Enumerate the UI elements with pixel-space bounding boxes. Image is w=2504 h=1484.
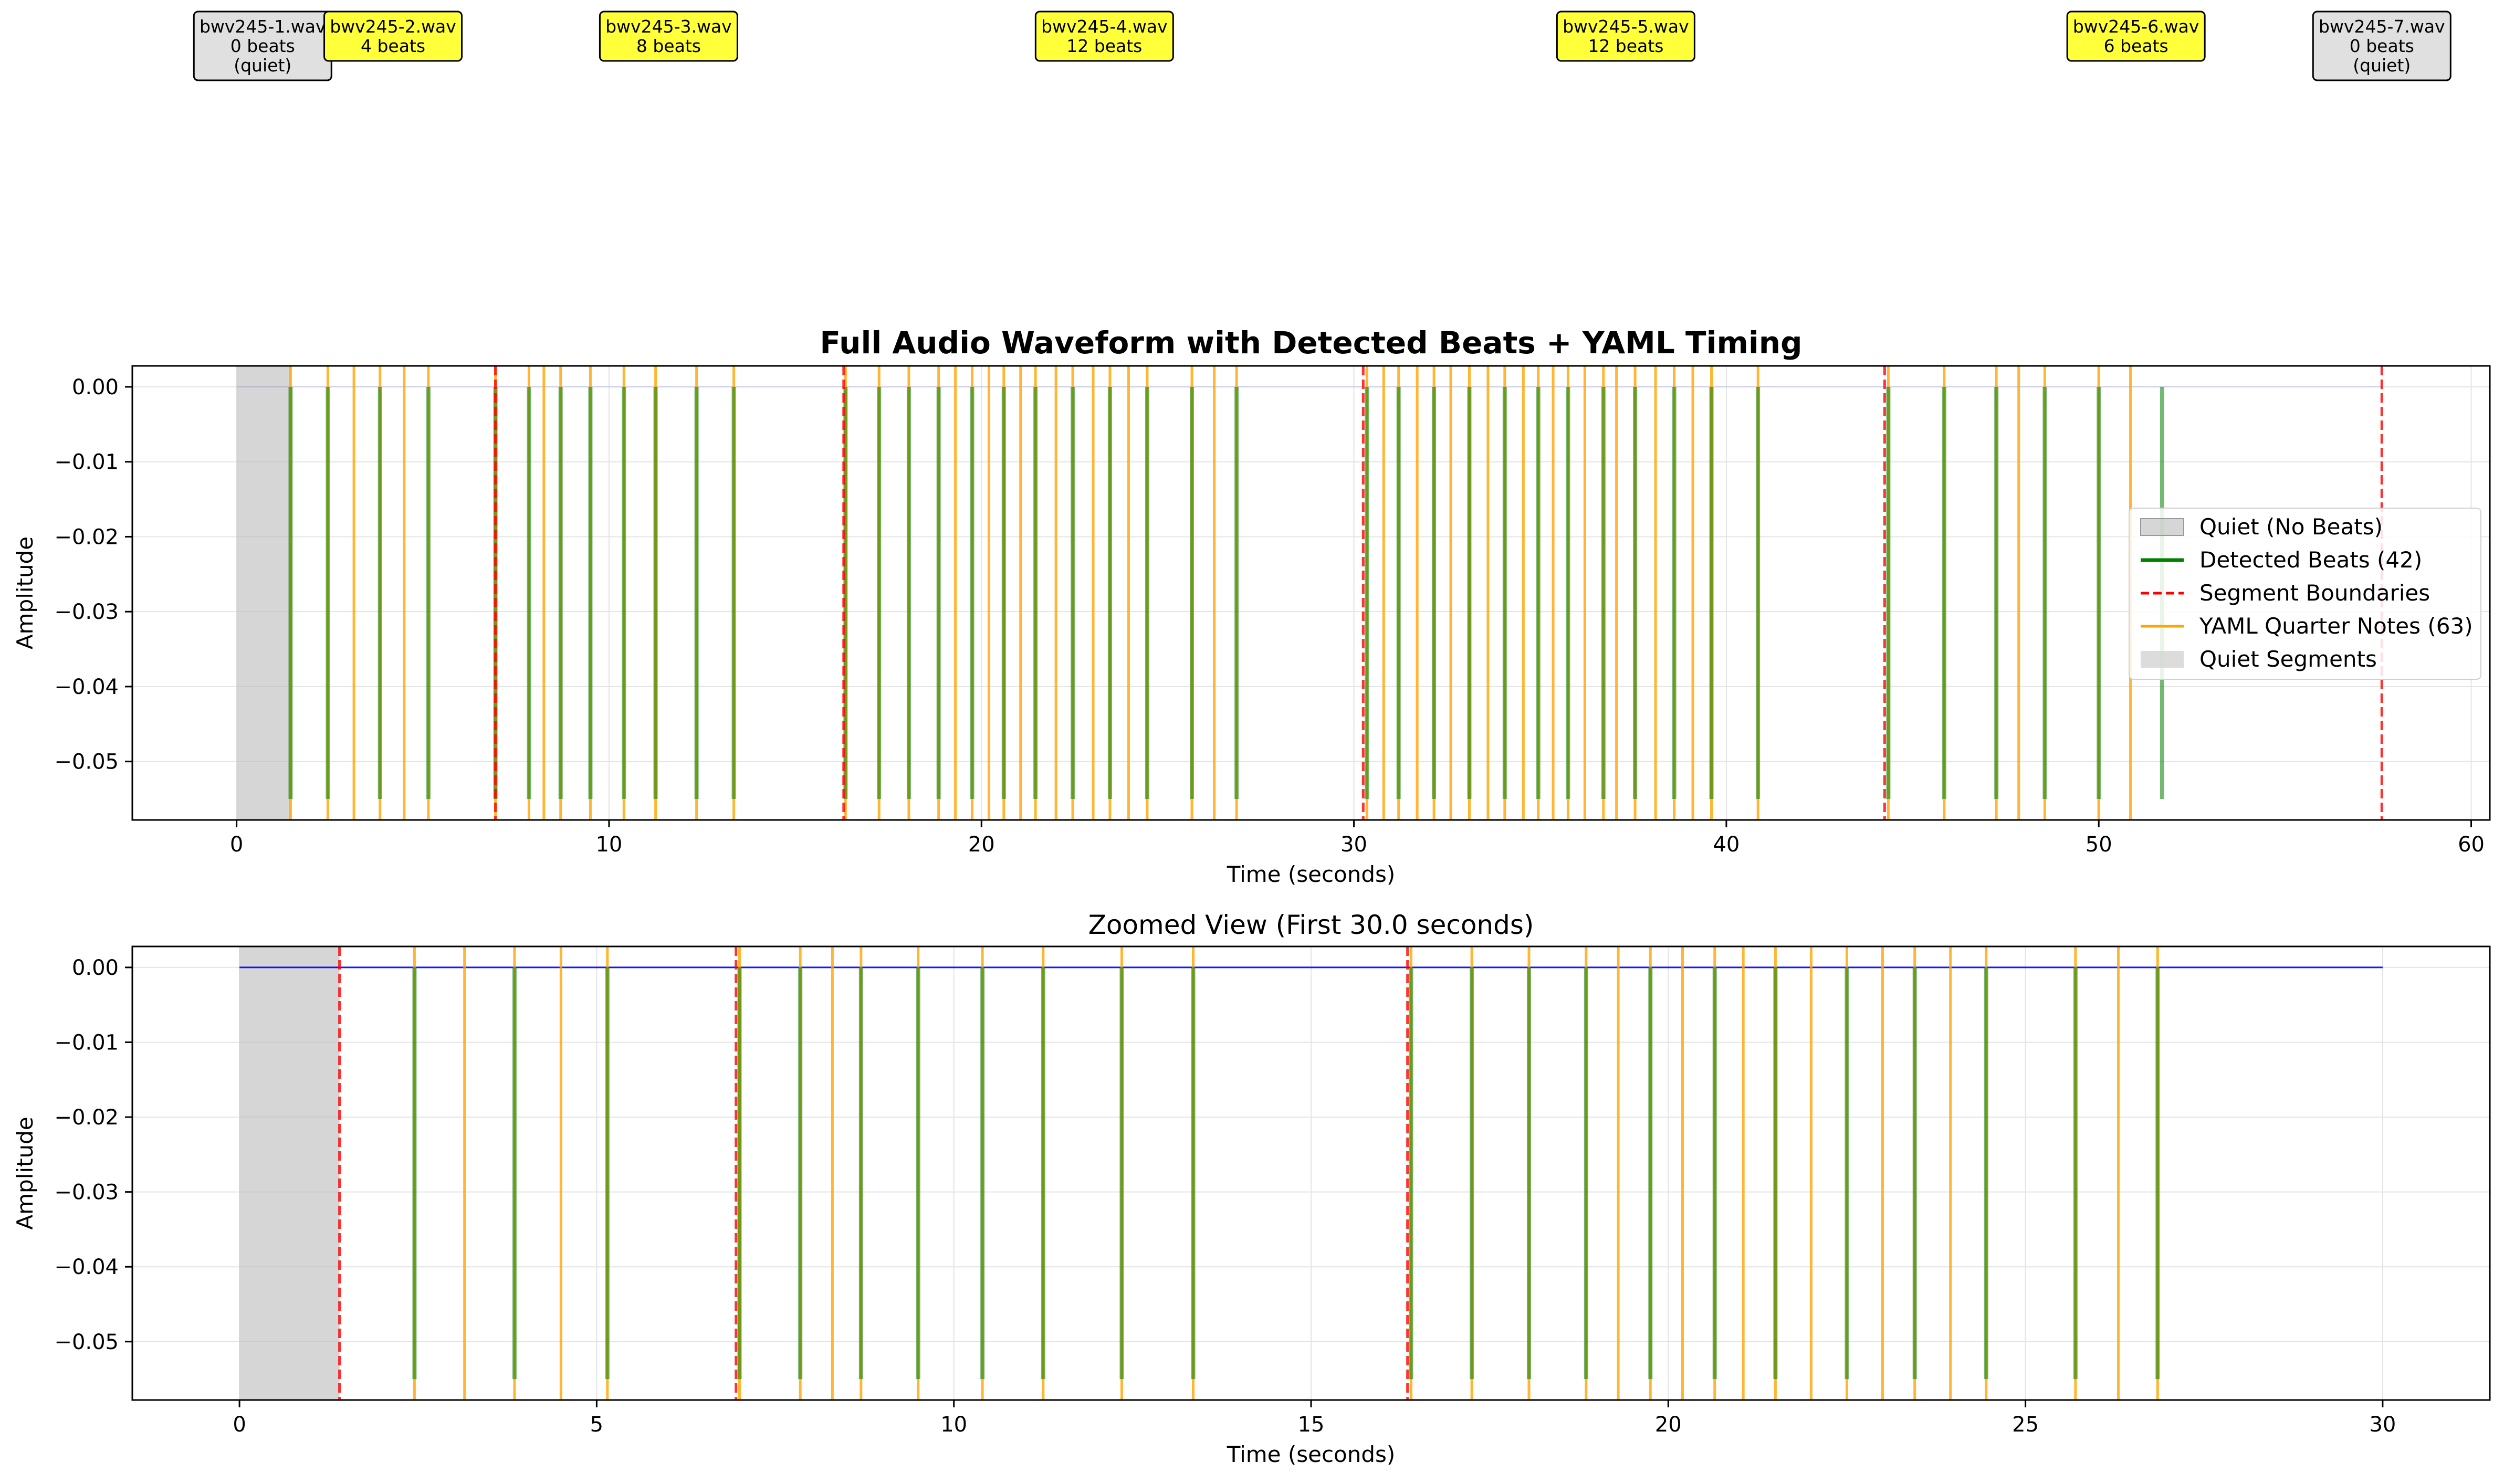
x-tick-label: 30 bbox=[1340, 833, 1367, 857]
plot-frame bbox=[131, 365, 2491, 821]
legend-swatch-quiet-segments bbox=[2141, 651, 2184, 668]
segment-annotation-box bbox=[323, 10, 463, 62]
x-tick-label: 0 bbox=[230, 833, 243, 857]
y-tick-label: −0.02 bbox=[54, 525, 119, 549]
chart-title: Full Audio Waveform with Detected Beats … bbox=[820, 325, 1802, 361]
segment-annotation-text: (quiet) bbox=[234, 55, 291, 76]
y-axis-label: Amplitude bbox=[12, 1117, 38, 1229]
x-tick-label: 5 bbox=[590, 1413, 603, 1437]
legend-entry: Quiet (No Beats) bbox=[2199, 514, 2383, 540]
legend-box bbox=[2129, 508, 2481, 680]
segment-annotation-text: 12 beats bbox=[1588, 36, 1663, 56]
legend-entry: Detected Beats (42) bbox=[2199, 547, 2422, 573]
segment-annotation-text: bwv245-5.wav bbox=[1563, 16, 1689, 37]
segment-annotation-text: 8 beats bbox=[636, 36, 701, 56]
x-tick-label: 10 bbox=[940, 1413, 967, 1437]
x-tick-label: 20 bbox=[968, 833, 995, 857]
segment-annotation-text: bwv245-3.wav bbox=[605, 16, 732, 37]
y-tick-label: −0.01 bbox=[54, 450, 119, 475]
segment-annotation-text: 6 beats bbox=[2104, 36, 2168, 56]
x-tick-label: 25 bbox=[2012, 1413, 2039, 1437]
x-tick-label: 60 bbox=[2458, 833, 2485, 857]
x-axis-label: Time (seconds) bbox=[1227, 1441, 1396, 1467]
segment-annotation-box bbox=[2312, 10, 2451, 81]
segment-annotation-text: 0 beats bbox=[2350, 36, 2414, 56]
x-tick-label: 30 bbox=[2369, 1413, 2396, 1437]
y-tick-label: −0.03 bbox=[54, 1181, 119, 1205]
y-tick-label: −0.04 bbox=[54, 1255, 119, 1279]
y-tick-label: −0.03 bbox=[54, 600, 119, 624]
segment-annotation-box bbox=[1556, 10, 1695, 62]
segment-annotation-text: bwv245-2.wav bbox=[330, 16, 456, 37]
x-tick-label: 10 bbox=[595, 833, 622, 857]
y-tick-label: −0.05 bbox=[54, 750, 119, 774]
y-tick-label: −0.02 bbox=[54, 1106, 119, 1130]
legend-swatch-quiet bbox=[2140, 518, 2184, 536]
zoomed-waveform-panel: 0 5 10 15 20 25 30 0.00 −0.01 −0.02 −0.03 −0.04 −0.0… bbox=[12, 910, 2491, 1467]
x-tick-label: 50 bbox=[2086, 833, 2112, 857]
segment-annotation-box bbox=[599, 10, 738, 62]
legend-entry: YAML Quarter Notes (63) bbox=[2199, 613, 2473, 639]
segment-annotation-text: bwv245-4.wav bbox=[1041, 16, 1168, 37]
x-axis-label: Time (seconds) bbox=[1227, 861, 1396, 887]
segment-annotation-text: (quiet) bbox=[2353, 55, 2411, 76]
segment-annotation-text: 4 beats bbox=[361, 36, 425, 56]
y-axis-label: Amplitude bbox=[12, 536, 38, 649]
y-tick-label: −0.05 bbox=[54, 1330, 119, 1354]
segment-annotation-text: 12 beats bbox=[1066, 36, 1142, 56]
x-tick-label: 15 bbox=[1298, 1413, 1325, 1437]
x-tick-label: 40 bbox=[1713, 833, 1740, 857]
x-tick-label: 20 bbox=[1655, 1413, 1682, 1437]
segment-annotation-box bbox=[2066, 10, 2206, 62]
segment-annotation-text: bwv245-6.wav bbox=[2073, 16, 2199, 37]
quiet-region bbox=[236, 366, 291, 820]
y-tick-label: 0.00 bbox=[72, 375, 119, 399]
legend-entry: Segment Boundaries bbox=[2199, 580, 2430, 606]
segment-annotation-text: bwv245-1.wav bbox=[200, 16, 326, 37]
segment-annotation-text: 0 beats bbox=[231, 36, 295, 56]
chart-title: Zoomed View (First 30.0 seconds) bbox=[1088, 910, 1534, 940]
y-tick-label: 0.00 bbox=[72, 956, 119, 980]
y-tick-label: −0.04 bbox=[54, 675, 119, 699]
segment-annotation-text: bwv245-7.wav bbox=[2319, 16, 2445, 37]
segment-annotation-box bbox=[1034, 10, 1174, 62]
legend-entry: Quiet Segments bbox=[2199, 646, 2377, 672]
y-tick-label: −0.01 bbox=[54, 1030, 119, 1055]
quiet-region bbox=[239, 946, 340, 1400]
full-waveform-panel: 0 10 20 30 40 50 60 0.00 −0.01 −0.02 −0.03 −0.04 −0.… bbox=[12, 325, 2491, 887]
x-tick-label: 0 bbox=[233, 1413, 246, 1437]
